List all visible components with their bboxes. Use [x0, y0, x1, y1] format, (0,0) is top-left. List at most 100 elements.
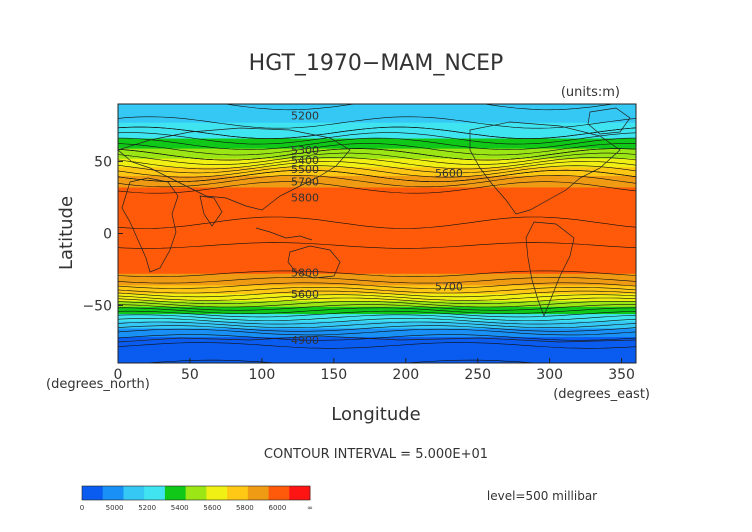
color-band	[118, 112, 636, 115]
color-band	[118, 311, 636, 314]
contour-line	[118, 310, 636, 318]
color-band	[118, 249, 636, 252]
color-band	[118, 305, 636, 308]
color-band	[118, 220, 636, 223]
color-band	[118, 128, 636, 131]
coastline-south-america	[525, 221, 575, 317]
color-band	[118, 309, 636, 312]
contour-label: 5800	[291, 266, 319, 279]
color-band	[118, 361, 636, 363]
contour-line	[118, 143, 636, 156]
color-band	[118, 230, 636, 233]
x-tick-label: 200	[392, 367, 419, 383]
color-band	[118, 240, 636, 243]
color-band	[118, 125, 636, 128]
color-band	[118, 301, 636, 304]
contour-line	[118, 157, 636, 170]
level-text: level=500 millibar	[487, 489, 597, 503]
color-band	[118, 280, 636, 284]
color-band	[118, 160, 636, 163]
contour-line	[223, 104, 616, 111]
color-band	[118, 355, 636, 358]
color-band	[118, 255, 636, 258]
x-tick-label: 250	[464, 367, 491, 383]
color-band	[118, 209, 636, 212]
color-band	[118, 108, 636, 111]
contour-line	[118, 169, 636, 183]
color-band	[118, 293, 636, 296]
contour-line	[118, 342, 636, 349]
contour-line	[118, 116, 636, 129]
color-band	[118, 217, 636, 220]
contour-line	[118, 161, 636, 174]
color-band	[118, 292, 636, 295]
color-band	[118, 115, 636, 118]
colorbar-label: 0	[80, 504, 84, 512]
color-band	[118, 247, 636, 250]
color-band	[118, 279, 636, 282]
color-band	[118, 129, 636, 132]
color-band	[118, 161, 636, 164]
x-tick-label: 0	[114, 367, 123, 383]
colorbar-label: ∞	[307, 504, 313, 512]
coastlines	[118, 107, 636, 343]
color-band	[118, 148, 636, 151]
color-band	[118, 145, 636, 148]
color-band	[118, 342, 636, 345]
color-band	[118, 223, 636, 226]
color-band	[118, 144, 636, 147]
color-band	[118, 357, 636, 360]
color-band	[118, 118, 636, 121]
color-band	[118, 358, 636, 361]
color-band	[118, 141, 636, 144]
color-band	[118, 152, 636, 155]
colorbar-swatch	[82, 486, 104, 500]
color-band	[118, 155, 636, 158]
color-band	[118, 214, 636, 217]
color-band	[118, 154, 636, 157]
contour-line	[118, 325, 636, 332]
color-band	[118, 183, 636, 186]
color-band	[118, 157, 636, 160]
color-band	[118, 283, 636, 286]
y-tick-label: −50	[82, 298, 112, 314]
color-band	[118, 187, 636, 190]
x-tick-label: 300	[536, 367, 563, 383]
color-band	[118, 243, 636, 246]
color-band	[118, 325, 636, 328]
color-band	[118, 119, 636, 122]
coastline-eurasia	[118, 127, 351, 211]
coastline-antarctica	[118, 335, 636, 343]
color-band	[118, 270, 636, 273]
contour-label: 5300	[291, 144, 319, 157]
color-band	[118, 319, 636, 322]
contour-line	[118, 314, 636, 321]
color-bands	[118, 104, 636, 363]
color-band	[118, 256, 636, 259]
color-band	[118, 168, 636, 171]
color-band	[118, 298, 636, 301]
y-tick-label: 0	[103, 227, 112, 243]
color-band	[118, 265, 636, 268]
contour-lines	[118, 104, 636, 363]
color-band	[118, 252, 636, 255]
colorbar-frame	[81, 485, 311, 501]
color-band	[118, 329, 636, 332]
color-band	[118, 151, 636, 154]
color-band	[118, 331, 636, 334]
color-band	[118, 302, 636, 305]
colorbar-label: 6000	[269, 504, 287, 512]
color-band	[118, 191, 636, 194]
color-band	[118, 299, 636, 302]
color-band	[118, 352, 636, 355]
contour-line	[118, 318, 636, 325]
contour-line	[118, 270, 636, 278]
color-band	[118, 132, 636, 135]
color-band	[118, 242, 636, 245]
color-band	[118, 178, 636, 181]
color-band	[118, 324, 636, 327]
x-unit-label: (degrees_east)	[553, 387, 650, 402]
color-band	[118, 266, 636, 269]
colorbar-swatch	[289, 486, 311, 500]
